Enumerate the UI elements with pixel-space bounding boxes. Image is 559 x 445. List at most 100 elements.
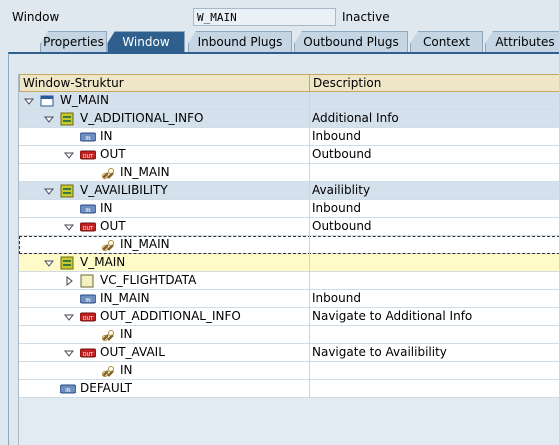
tab[interactable]: Properties bbox=[40, 31, 107, 52]
outbound-icon: OUT bbox=[79, 148, 97, 162]
tab[interactable]: Attributes bbox=[485, 31, 559, 52]
cell-separator bbox=[309, 182, 310, 200]
node-label: IN bbox=[120, 363, 133, 377]
tree-row[interactable]: V_AVAILIBILITY Availiblity bbox=[19, 182, 559, 200]
svg-text:IN: IN bbox=[85, 208, 90, 214]
view-icon bbox=[60, 256, 76, 270]
cell-separator bbox=[309, 92, 310, 110]
cell-separator bbox=[309, 146, 310, 164]
node-label: OUT_ADDITIONAL_INFO bbox=[100, 309, 241, 323]
tab[interactable]: Context bbox=[410, 31, 483, 52]
tree-table: Window-Struktur Description W_MAIN V_ADDITI… bbox=[18, 74, 559, 445]
link-icon bbox=[100, 364, 116, 378]
column-header[interactable]: Description bbox=[309, 74, 559, 92]
outbound-icon: OUT bbox=[79, 310, 97, 324]
description: Availiblity bbox=[312, 183, 371, 197]
tree-row[interactable]: W_MAIN bbox=[19, 92, 559, 110]
node-label: OUT bbox=[100, 147, 126, 161]
inbound-icon: IN bbox=[79, 292, 97, 306]
inbound-icon: IN bbox=[79, 130, 97, 144]
tree-row[interactable]: OUT OUT_AVAIL Navigate to Availibility bbox=[19, 344, 559, 362]
cell-separator bbox=[309, 326, 310, 344]
node-label: VC_FLIGHTDATA bbox=[100, 273, 197, 287]
link-icon bbox=[100, 328, 116, 342]
link-icon bbox=[100, 238, 116, 252]
column-header[interactable]: Window-Struktur bbox=[19, 74, 310, 92]
description: Navigate to Additional Info bbox=[312, 309, 473, 323]
cell-separator bbox=[309, 272, 310, 290]
tree-row[interactable]: V_ADDITIONAL_INFO Additional Info bbox=[19, 110, 559, 128]
tab[interactable]: Window bbox=[107, 31, 185, 52]
svg-text:OUT: OUT bbox=[83, 352, 95, 358]
tree-row[interactable]: V_MAIN bbox=[19, 254, 559, 272]
cell-separator bbox=[309, 236, 310, 254]
description: Inbound bbox=[312, 201, 361, 215]
cell-separator bbox=[309, 362, 310, 380]
collapse-toggle[interactable] bbox=[63, 311, 75, 323]
expand-toggle[interactable] bbox=[64, 275, 74, 287]
tree-row[interactable]: IN bbox=[19, 326, 559, 344]
collapse-toggle[interactable] bbox=[63, 221, 75, 233]
tab[interactable]: Outbound Plugs bbox=[294, 31, 408, 52]
svg-text:IN: IN bbox=[85, 136, 90, 142]
node-label: IN bbox=[100, 201, 113, 215]
collapse-toggle[interactable] bbox=[23, 95, 35, 107]
collapse-toggle[interactable] bbox=[43, 113, 55, 125]
tree-row[interactable]: IN IN Inbound bbox=[19, 200, 559, 218]
cell-separator bbox=[309, 380, 310, 398]
tree-row[interactable]: IN bbox=[19, 362, 559, 380]
node-label: IN_MAIN bbox=[120, 237, 170, 251]
field-label: Window bbox=[12, 10, 60, 24]
node-label: DEFAULT bbox=[80, 381, 132, 395]
tree-row[interactable]: OUT OUT Outbound bbox=[19, 146, 559, 164]
collapse-toggle[interactable] bbox=[63, 149, 75, 161]
collapse-toggle[interactable] bbox=[63, 347, 75, 359]
svg-text:IN: IN bbox=[85, 298, 90, 304]
cell-separator bbox=[309, 254, 310, 272]
cell-separator bbox=[309, 290, 310, 308]
tree-row[interactable]: IN DEFAULT bbox=[19, 380, 559, 398]
cell-separator bbox=[309, 128, 310, 146]
description: Navigate to Availibility bbox=[312, 345, 447, 359]
tab-frame bbox=[8, 52, 559, 445]
outbound-icon: OUT bbox=[79, 346, 97, 360]
node-label: V_ADDITIONAL_INFO bbox=[80, 111, 204, 125]
node-label: V_MAIN bbox=[80, 255, 126, 269]
tree-row[interactable]: OUT OUT Outbound bbox=[19, 218, 559, 236]
node-label: W_MAIN bbox=[60, 93, 109, 107]
svg-text:OUT: OUT bbox=[83, 154, 95, 160]
view-icon bbox=[60, 112, 76, 126]
tree-row[interactable]: OUT OUT_ADDITIONAL_INFO Navigate to Additi… bbox=[19, 308, 559, 326]
tree-row[interactable]: IN IN Inbound bbox=[19, 128, 559, 146]
window-name-field[interactable]: W_MAIN bbox=[193, 8, 336, 26]
svg-text:OUT: OUT bbox=[83, 226, 95, 232]
container-icon bbox=[80, 274, 96, 288]
node-label: OUT_AVAIL bbox=[100, 345, 165, 359]
cell-separator bbox=[309, 344, 310, 362]
description: Additional Info bbox=[312, 111, 399, 125]
node-label: V_AVAILIBILITY bbox=[80, 183, 168, 197]
node-label: IN bbox=[100, 129, 113, 143]
tree-row[interactable]: IN IN_MAIN Inbound bbox=[19, 290, 559, 308]
cell-separator bbox=[309, 200, 310, 218]
description: Outbound bbox=[312, 147, 372, 161]
view-icon bbox=[60, 184, 76, 198]
cell-separator bbox=[309, 218, 310, 236]
cell-separator bbox=[309, 308, 310, 326]
link-icon bbox=[100, 166, 116, 180]
node-label: IN_MAIN bbox=[120, 165, 170, 179]
inbound-icon: IN bbox=[79, 202, 97, 216]
collapse-toggle[interactable] bbox=[43, 185, 55, 197]
cell-separator bbox=[309, 110, 310, 128]
collapse-toggle[interactable] bbox=[43, 257, 55, 269]
tree-row[interactable]: VC_FLIGHTDATA bbox=[19, 272, 559, 290]
status: Inactive bbox=[342, 10, 390, 24]
tree-row[interactable]: IN_MAIN bbox=[19, 164, 559, 182]
tree-row[interactable]: IN_MAIN bbox=[19, 236, 559, 254]
tab[interactable]: Inbound Plugs bbox=[188, 31, 292, 52]
description: Outbound bbox=[312, 219, 372, 233]
node-label: IN bbox=[120, 327, 133, 341]
node-label: OUT bbox=[100, 219, 126, 233]
window-icon bbox=[40, 94, 56, 108]
